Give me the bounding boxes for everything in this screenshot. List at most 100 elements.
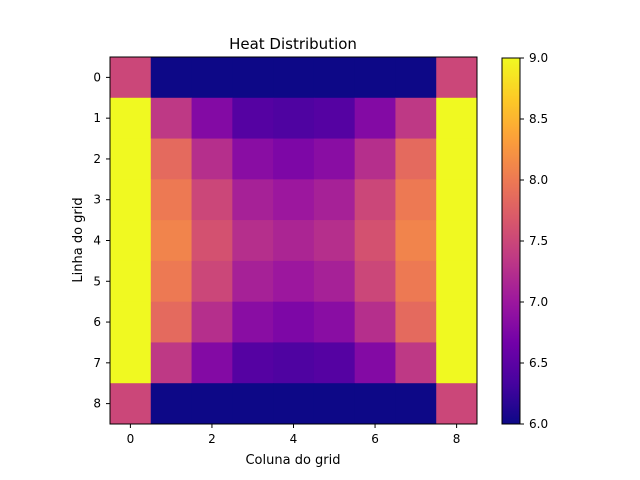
y-tick-label: 1 — [93, 111, 101, 125]
y-tick-label: 4 — [93, 234, 101, 248]
y-tick-label: 3 — [93, 193, 101, 207]
x-axis-ticks: 0 2 4 6 8 — [127, 424, 461, 446]
heatmap-cell — [191, 138, 233, 180]
heatmap-cell — [232, 179, 274, 221]
heatmap-cell — [191, 220, 233, 262]
colorbar-tick-label: 9.0 — [529, 51, 548, 65]
heatmap-cell — [354, 220, 396, 262]
heatmap-cell — [354, 179, 396, 221]
heatmap-cell — [313, 220, 356, 262]
heatmap-cell — [395, 301, 437, 343]
heatmap-cell — [150, 57, 193, 99]
heatmap-cell — [191, 383, 233, 425]
heatmap-cell — [110, 383, 152, 425]
heatmap-cell — [395, 179, 437, 221]
heatmap-cell — [273, 138, 315, 180]
heatmap-cell — [313, 301, 356, 343]
heatmap-cell — [354, 138, 396, 180]
heatmap-cell — [395, 138, 437, 180]
heatmap-cell — [232, 342, 274, 384]
colorbar-tick-label: 7.5 — [529, 234, 548, 248]
heatmap-cell — [354, 301, 396, 343]
heatmap-cell — [395, 220, 437, 262]
heatmap-cell — [191, 179, 233, 221]
heatmap-cell — [232, 138, 274, 180]
heatmap-cell — [150, 179, 193, 221]
heatmap-cell — [436, 57, 478, 99]
y-axis-label: Linha do grid — [71, 197, 86, 282]
heatmap-cell — [273, 301, 315, 343]
heatmap-cell — [150, 383, 193, 425]
heatmap-cell — [313, 342, 356, 384]
heatmap-cell — [313, 383, 356, 425]
colorbar-tick-label: 8.0 — [529, 173, 548, 187]
heatmap-cell — [191, 301, 233, 343]
chart-title: Heat Distribution — [229, 35, 357, 53]
heatmap-cell — [436, 220, 478, 262]
y-tick-label: 2 — [93, 152, 101, 166]
heatmap-cell — [354, 342, 396, 384]
heatmap-cell — [150, 260, 193, 303]
heatmap-cell — [273, 260, 315, 303]
heatmap-cell — [150, 138, 193, 180]
x-tick-label: 6 — [371, 432, 379, 446]
y-tick-label: 0 — [93, 70, 101, 84]
heatmap-cell — [395, 97, 437, 140]
heatmap-cell — [436, 97, 478, 140]
heatmap-cell — [395, 342, 437, 384]
heatmap-cell — [110, 179, 152, 221]
heatmap-cell — [273, 57, 315, 99]
heatmap-cell — [273, 97, 315, 140]
heatmap-cell — [354, 97, 396, 140]
heatmap-cell — [110, 220, 152, 262]
heatmap-cell — [110, 138, 152, 180]
heatmap-cell — [313, 97, 356, 140]
heatmap-cell — [354, 260, 396, 303]
heatmap-cell — [395, 260, 437, 303]
heatmap-cell — [110, 342, 152, 384]
heatmap-cell — [273, 179, 315, 221]
x-tick-label: 8 — [453, 432, 461, 446]
heatmap-cell — [191, 97, 233, 140]
colorbar — [501, 57, 521, 425]
colorbar-tick-label: 7.0 — [529, 295, 548, 309]
heatmap-cell — [436, 138, 478, 180]
y-tick-label: 5 — [93, 274, 101, 288]
heatmap-cell — [273, 383, 315, 425]
heatmap-cell — [150, 220, 193, 262]
colorbar-tick-label: 6.0 — [529, 417, 548, 431]
heatmap-cell — [191, 57, 233, 99]
heatmap-cell — [436, 260, 478, 303]
heatmap-cell — [436, 383, 478, 425]
heatmap-cell — [110, 301, 152, 343]
heatmap-cell — [436, 179, 478, 221]
heatmap-cell — [232, 97, 274, 140]
y-tick-label: 7 — [93, 356, 101, 370]
heatmap-cell — [110, 57, 152, 99]
heatmap-cell — [110, 97, 152, 140]
heatmap-cell — [232, 220, 274, 262]
heatmap-cell — [191, 342, 233, 384]
heatmap-cell — [232, 260, 274, 303]
heatmap-cell — [395, 57, 437, 99]
heatmap-cell — [273, 220, 315, 262]
heatmap-cell — [232, 383, 274, 425]
heatmap-cell — [436, 342, 478, 384]
heatmap-cells — [110, 57, 478, 425]
x-tick-label: 0 — [127, 432, 135, 446]
y-tick-label: 8 — [93, 397, 101, 411]
colorbar-tick-label: 8.5 — [529, 112, 548, 126]
heatmap-cell — [313, 179, 356, 221]
colorbar-ticks: 6.0 6.5 7.0 7.5 8.0 8.5 9.0 — [520, 51, 548, 431]
heatmap-cell — [150, 301, 193, 343]
x-axis-label: Coluna do grid — [245, 453, 340, 468]
heatmap-cell — [150, 97, 193, 140]
heatmap-cell — [273, 342, 315, 384]
x-tick-label: 4 — [290, 432, 298, 446]
colorbar-tick-label: 6.5 — [529, 356, 548, 370]
heatmap-cell — [313, 57, 356, 99]
heatmap-cell — [354, 383, 396, 425]
heatmap-cell — [191, 260, 233, 303]
